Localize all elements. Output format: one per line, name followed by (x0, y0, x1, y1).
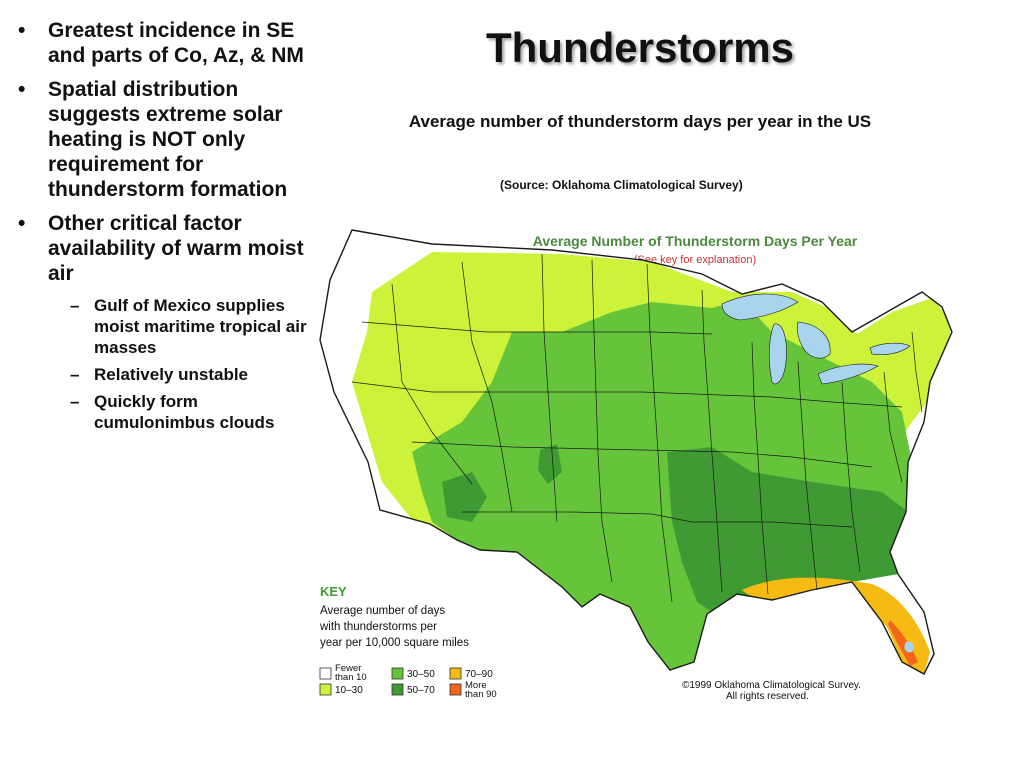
zone-more-than-90 (888, 620, 918, 666)
bullet-list: • Greatest incidence in SE and parts of C… (12, 18, 312, 439)
zone-70-90 (742, 577, 930, 674)
key-title: KEY (320, 584, 347, 599)
slide-title: Thunderstorms (485, 24, 795, 71)
key-description: year per 10,000 square miles (320, 637, 469, 649)
lake-okeechobee (904, 641, 914, 653)
legend-label: More (465, 680, 487, 691)
lake-michigan (768, 323, 787, 385)
zone-50-70-colorado (538, 444, 562, 484)
sub-bullet-item: – Relatively unstable (70, 365, 249, 384)
bullet-item: • Greatest incidence in SE and parts of C… (18, 19, 304, 67)
bullet-text: Spatial distribution suggests extreme so… (48, 78, 288, 201)
sub-bullet-text: Gulf of Mexico supplies moist maritime t… (94, 296, 307, 357)
bullet-text: Other critical factor availability of wa… (48, 212, 304, 285)
sub-bullet-item: – Gulf of Mexico supplies moist maritime … (70, 296, 307, 357)
map-subtitle: (See key for explanation) (634, 254, 756, 266)
lake-erie (817, 363, 879, 385)
legend-swatch (449, 683, 462, 696)
legend-label: 10–30 (335, 685, 363, 696)
us-border (319, 229, 953, 675)
bullet-item: • Spatial distribution suggests extreme s… (18, 78, 288, 201)
sub-bullet-text: Relatively unstable (94, 365, 249, 384)
bullet-text: Greatest incidence in SE and parts of Co… (48, 19, 304, 67)
thunderstorm-map: Average Number of Thunderstorm Days Per … (312, 222, 962, 712)
key-description: Average number of days (320, 605, 445, 617)
sub-bullet-item: – Quickly form cumulonimbus clouds (70, 392, 275, 432)
map-key: KEY Average number of days with thunders… (316, 580, 506, 700)
lake-superior (721, 293, 799, 321)
bullet-item: • Other critical factor availability of w… (18, 212, 304, 285)
copyright-text: ©1999 Oklahoma Climatological Survey. (682, 680, 861, 691)
slide-subtitle: Average number of thunderstorm days per … (408, 112, 872, 131)
legend-swatch (391, 683, 404, 696)
legend-label: 30–50 (407, 669, 435, 680)
legend-label: Fewer (335, 663, 361, 674)
legend-label: 50–70 (407, 685, 435, 696)
legend-label: than 10 (335, 672, 367, 683)
copyright-text: All rights reserved. (726, 691, 809, 702)
zone-50-70 (667, 447, 908, 612)
source-citation: (Source: Oklahoma Climatological Survey) (500, 178, 743, 192)
legend-swatch (449, 667, 462, 680)
sub-bullet-text: Quickly form cumulonimbus clouds (94, 392, 275, 432)
legend-swatch (319, 667, 332, 680)
lake-huron (796, 321, 831, 359)
key-description: with thunderstorms per (319, 621, 437, 633)
legend-label: than 90 (465, 689, 497, 700)
legend-swatch (391, 667, 404, 680)
legend-label: 70–90 (465, 669, 493, 680)
zone-50-70-southwest (442, 472, 487, 522)
lake-ontario (869, 342, 911, 356)
legend-swatch (319, 683, 332, 696)
key-background (316, 580, 506, 650)
state-borders (351, 253, 923, 603)
map-svg: Average Number of Thunderstorm Days Per … (316, 229, 953, 702)
map-title: Average Number of Thunderstorm Days Per … (533, 233, 858, 249)
